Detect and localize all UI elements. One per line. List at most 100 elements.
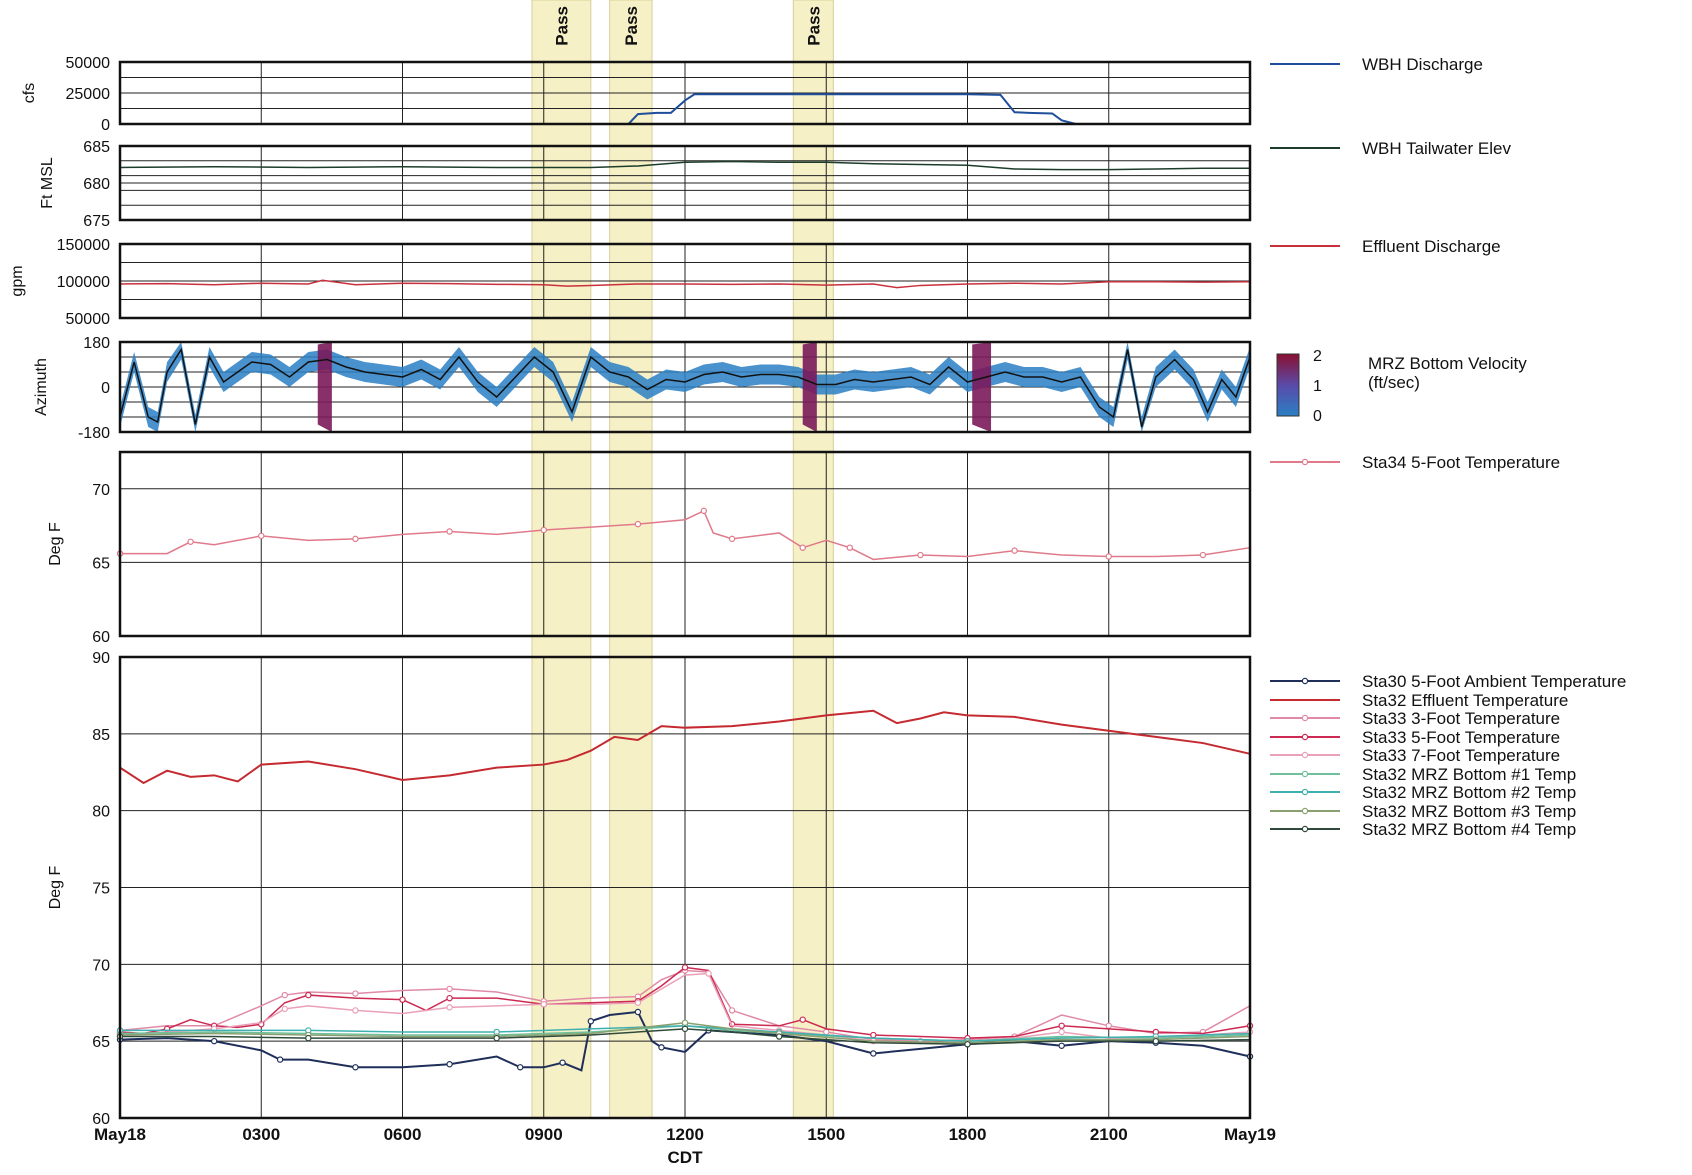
y-tick-label: 60 [92,1111,110,1128]
data-point [1105,1022,1112,1030]
data-point [281,1005,288,1013]
panel-temps: 60 65 70 75 80 85 90 Deg F [47,650,1254,1128]
data-point [799,1016,806,1023]
data-point [681,1019,689,1026]
series-line [120,1028,1251,1045]
y-tick-label: 65 [92,555,110,572]
legend-marker [1301,825,1309,833]
data-point [1058,1022,1065,1030]
data-point [964,1041,971,1048]
data-point [587,1017,595,1025]
data-point [1058,1042,1065,1049]
y-tick-label: 70 [92,957,110,974]
data-point [799,544,806,551]
colorbar-tick-label: 2 [1313,348,1322,365]
velocity-high-band [972,342,992,432]
y-tick-label: 180 [83,335,110,352]
x-tick-label: 0300 [242,1125,280,1144]
data-point [634,520,642,528]
y-tick-label: 0 [101,380,110,397]
legend-label: Sta34 5-Foot Temperature [1362,453,1560,472]
panel-velocity: -180 0 180 Azimuth [33,335,1252,442]
data-point [352,990,359,997]
series-line [119,279,1251,289]
data-point [352,1064,359,1071]
data-point [276,1056,284,1063]
data-point [681,1025,689,1033]
velocity-band [120,342,1250,432]
x-tick-label: 1500 [807,1125,845,1144]
colorbar-title: MRZ Bottom Velocity [1368,354,1527,373]
colorbar-units: (ft/sec) [1368,373,1420,392]
panel-effluent: 50000 100000 150000 gpm [9,237,1252,328]
series-line [627,93,1077,125]
data-point [210,1037,218,1045]
series-line [119,160,1250,171]
legend-marker [1301,733,1309,741]
y-axis-label: Deg F [47,522,64,566]
velocity-high-band [317,342,332,432]
y-tick-label: 65 [92,1034,110,1051]
legend-marker [1301,788,1309,796]
data-point [634,999,642,1006]
data-point [846,544,853,551]
y-axis-label: cfs [21,83,38,103]
x-tick-label: 0600 [384,1125,422,1144]
legend-marker [1301,458,1309,466]
data-point [681,964,689,971]
data-point [1011,547,1018,554]
y-tick-label: 70 [92,482,110,499]
legend-label: Sta32 MRZ Bottom #2 Temp [1362,783,1576,802]
data-point [870,1050,877,1057]
legend-marker [1301,770,1309,778]
panel-sta34: 60 65 70 Deg F [47,450,1252,646]
data-point [258,532,265,540]
y-tick-label: 150000 [57,237,110,254]
legend-label: Sta32 MRZ Bottom #1 Temp [1362,765,1576,784]
x-axis: May18 0300 0600 0900 1200 1500 1800 2100 May19 CD… [94,1125,1276,1167]
pass-band [792,0,834,1119]
legend-label: Sta33 5-Foot Temperature [1362,728,1560,747]
data-point [775,1033,783,1040]
data-point [1199,551,1207,559]
legend-label: Sta33 3-Foot Temperature [1362,709,1560,728]
y-axis-label: Deg F [47,865,64,909]
data-point [1058,1028,1065,1036]
data-point [305,991,312,999]
data-point [658,1044,665,1051]
legend-label: Effluent Discharge [1362,237,1501,256]
legend-label: WBH Discharge [1362,55,1483,74]
data-point [446,985,453,993]
colorbar [1276,353,1300,417]
legend-label: Sta32 Effluent Temperature [1362,691,1568,710]
legend-label: WBH Tailwater Elev [1362,139,1511,158]
y-tick-label: 85 [92,727,110,744]
data-point [517,1064,524,1071]
data-point [446,1004,453,1011]
panel-tailwater: 675 680 685 Ft MSL [39,139,1252,230]
series-line [120,1025,1251,1042]
data-point [446,1061,453,1068]
legend-label: Sta33 7-Foot Temperature [1362,746,1560,765]
x-axis-label: CDT [668,1148,704,1167]
legend-marker [1301,807,1309,815]
series-line [119,1025,1251,1042]
y-tick-label: 80 [92,804,110,821]
data-point [352,1007,359,1014]
data-point [187,538,194,545]
pass-band-label: Pass [552,6,571,46]
data-point [305,1034,312,1042]
data-point [446,528,453,535]
y-tick-label: -180 [78,425,110,442]
series-line [119,709,1251,785]
panel-frame [118,340,1252,434]
series-line [119,972,1251,1044]
pass-band-label: Pass [804,6,823,46]
pass-band-label: Pass [622,6,641,46]
x-tick-label: May18 [94,1125,146,1144]
panel-frame [118,450,1252,638]
data-point [728,535,736,543]
y-tick-label: 0 [101,117,110,134]
data-point [493,1034,500,1042]
